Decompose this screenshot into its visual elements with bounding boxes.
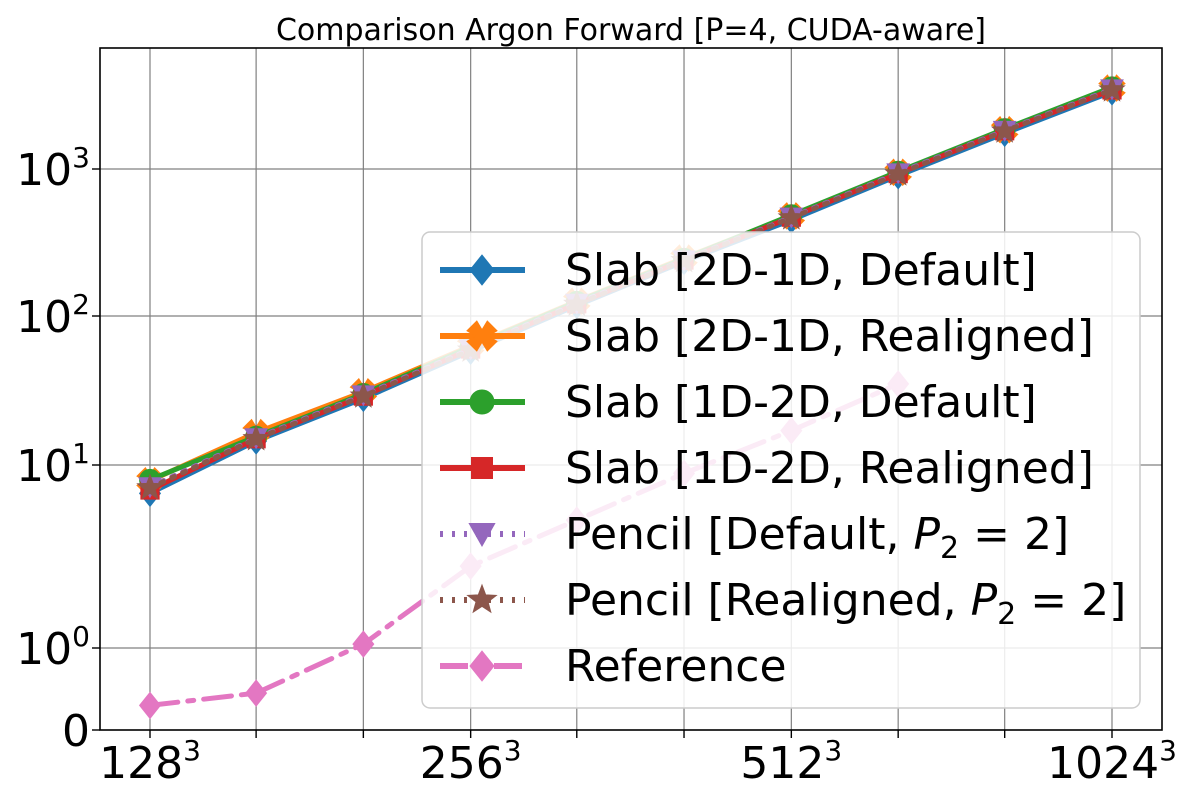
legend-item: Reference bbox=[440, 641, 787, 692]
legend-label: Slab [2D-1D, Realigned] bbox=[565, 311, 1094, 362]
y-tick-label: 0 bbox=[62, 706, 90, 757]
y-tick-label: 103 bbox=[16, 141, 90, 196]
data-point bbox=[349, 381, 378, 408]
x-tick-label: 2563 bbox=[420, 734, 522, 789]
legend-label: Pencil [Realigned, P2 = 2] bbox=[565, 575, 1126, 632]
chart-title: Comparison Argon Forward [P=4, CUDA-awar… bbox=[276, 13, 986, 48]
data-point bbox=[884, 159, 912, 186]
legend-item: Pencil [Default, P2 = 2] bbox=[440, 509, 1069, 566]
legend-label: Slab [2D-1D, Default] bbox=[565, 245, 1037, 296]
data-point bbox=[469, 389, 495, 415]
plot-frame bbox=[99, 47, 1163, 731]
data-point bbox=[466, 320, 498, 352]
data-point bbox=[352, 630, 375, 658]
data-point bbox=[469, 650, 495, 682]
series-line bbox=[147, 87, 1115, 491]
tick-labels: 1283 2563 5123 10243 0 100 101 102 103 bbox=[16, 141, 1177, 789]
data-point bbox=[466, 583, 498, 614]
legend: Slab [2D-1D, Default] Slab [2D-1D, Realig… bbox=[421, 231, 1141, 709]
legend-label: Pencil [Default, P2 = 2] bbox=[565, 509, 1069, 566]
legend-label: Reference bbox=[565, 641, 787, 692]
data-point bbox=[990, 116, 1019, 143]
legend-item: Slab [2D-1D, Realigned] bbox=[440, 311, 1094, 362]
x-tick-label: 1283 bbox=[99, 734, 201, 789]
y-tick-label: 101 bbox=[16, 437, 90, 492]
legend-item: Slab [1D-2D, Realigned] bbox=[440, 443, 1094, 494]
data-point bbox=[777, 203, 806, 230]
legend-label: Slab [1D-2D, Default] bbox=[565, 377, 1037, 428]
y-tick-label: 100 bbox=[16, 620, 90, 675]
y-tick-label: 102 bbox=[16, 288, 90, 343]
legend-box bbox=[421, 231, 1141, 709]
data-point bbox=[1098, 75, 1126, 102]
x-tick-label: 5123 bbox=[740, 734, 842, 789]
data-point bbox=[468, 523, 496, 548]
data-point bbox=[245, 679, 268, 707]
data-point bbox=[469, 254, 495, 286]
data-point bbox=[138, 691, 162, 720]
data-point bbox=[242, 424, 270, 451]
legend-label: Slab [1D-2D, Realigned] bbox=[565, 443, 1094, 494]
data-point bbox=[136, 473, 164, 500]
legend-item: Slab [2D-1D, Default] bbox=[440, 245, 1037, 296]
x-tick-label: 10243 bbox=[1047, 734, 1177, 789]
data-point bbox=[471, 457, 493, 479]
legend-item: Slab [1D-2D, Default] bbox=[440, 377, 1037, 428]
legend-item: Pencil [Realigned, P2 = 2] bbox=[440, 575, 1126, 632]
